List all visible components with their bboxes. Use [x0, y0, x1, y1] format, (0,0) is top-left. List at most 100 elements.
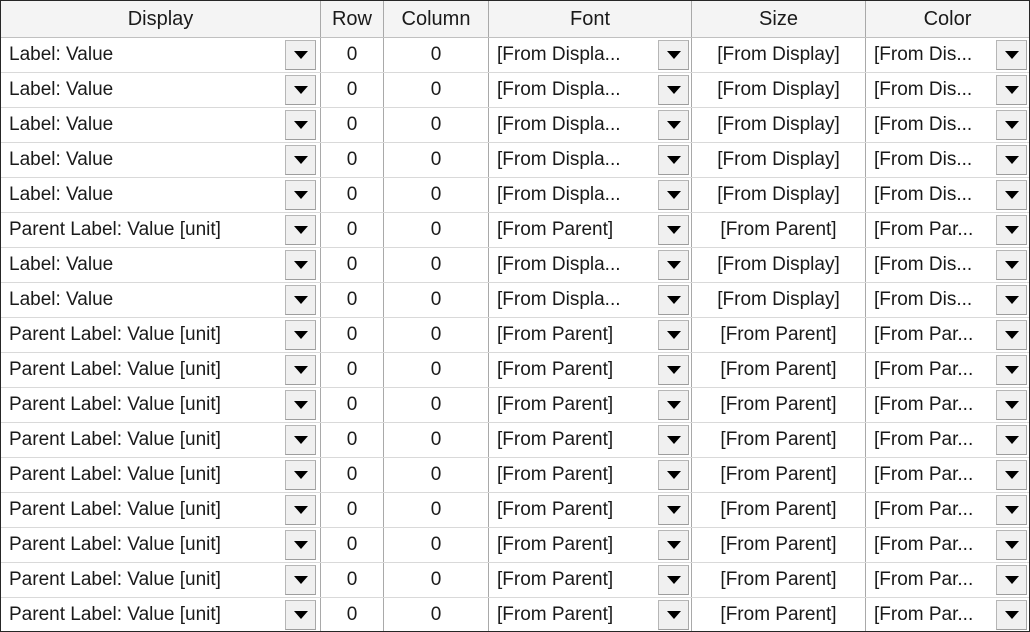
font-combobox[interactable]: [From Displa...	[489, 248, 692, 282]
display-combobox[interactable]: Parent Label: Value [unit]	[1, 353, 321, 387]
display-combobox[interactable]: Label: Value	[1, 248, 321, 282]
display-combobox[interactable]: Parent Label: Value [unit]	[1, 423, 321, 457]
color-combobox[interactable]: [From Dis...	[866, 108, 1029, 142]
dropdown-button[interactable]	[996, 600, 1027, 630]
color-combobox[interactable]: [From Par...	[866, 458, 1029, 492]
size-cell[interactable]: [From Parent]	[692, 493, 866, 527]
row-cell[interactable]: 0	[321, 248, 384, 282]
row-cell[interactable]: 0	[321, 563, 384, 597]
dropdown-button[interactable]	[996, 320, 1027, 350]
row-cell[interactable]: 0	[321, 598, 384, 631]
color-combobox[interactable]: [From Par...	[866, 528, 1029, 562]
font-combobox[interactable]: [From Displa...	[489, 178, 692, 212]
dropdown-button[interactable]	[658, 530, 689, 560]
dropdown-button[interactable]	[658, 250, 689, 280]
dropdown-button[interactable]	[285, 460, 316, 490]
dropdown-button[interactable]	[658, 600, 689, 630]
display-combobox[interactable]: Label: Value	[1, 108, 321, 142]
display-combobox[interactable]: Parent Label: Value [unit]	[1, 458, 321, 492]
size-cell[interactable]: [From Parent]	[692, 598, 866, 631]
dropdown-button[interactable]	[658, 180, 689, 210]
column-cell[interactable]: 0	[384, 458, 489, 492]
row-cell[interactable]: 0	[321, 178, 384, 212]
dropdown-button[interactable]	[285, 565, 316, 595]
column-cell[interactable]: 0	[384, 283, 489, 317]
column-cell[interactable]: 0	[384, 108, 489, 142]
dropdown-button[interactable]	[658, 40, 689, 70]
display-combobox[interactable]: Parent Label: Value [unit]	[1, 213, 321, 247]
dropdown-button[interactable]	[996, 40, 1027, 70]
color-combobox[interactable]: [From Dis...	[866, 38, 1029, 72]
dropdown-button[interactable]	[658, 565, 689, 595]
dropdown-button[interactable]	[285, 390, 316, 420]
color-combobox[interactable]: [From Par...	[866, 213, 1029, 247]
font-combobox[interactable]: [From Parent]	[489, 423, 692, 457]
size-cell[interactable]: [From Display]	[692, 283, 866, 317]
column-cell[interactable]: 0	[384, 563, 489, 597]
row-cell[interactable]: 0	[321, 143, 384, 177]
size-cell[interactable]: [From Parent]	[692, 213, 866, 247]
display-combobox[interactable]: Parent Label: Value [unit]	[1, 598, 321, 631]
size-cell[interactable]: [From Display]	[692, 108, 866, 142]
display-combobox[interactable]: Label: Value	[1, 178, 321, 212]
font-combobox[interactable]: [From Displa...	[489, 73, 692, 107]
column-cell[interactable]: 0	[384, 598, 489, 631]
dropdown-button[interactable]	[658, 75, 689, 105]
font-combobox[interactable]: [From Parent]	[489, 353, 692, 387]
column-cell[interactable]: 0	[384, 388, 489, 422]
dropdown-button[interactable]	[658, 390, 689, 420]
color-combobox[interactable]: [From Par...	[866, 353, 1029, 387]
dropdown-button[interactable]	[996, 145, 1027, 175]
display-combobox[interactable]: Parent Label: Value [unit]	[1, 318, 321, 352]
column-cell[interactable]: 0	[384, 143, 489, 177]
row-cell[interactable]: 0	[321, 458, 384, 492]
dropdown-button[interactable]	[996, 180, 1027, 210]
dropdown-button[interactable]	[285, 530, 316, 560]
row-cell[interactable]: 0	[321, 388, 384, 422]
font-combobox[interactable]: [From Displa...	[489, 108, 692, 142]
size-cell[interactable]: [From Display]	[692, 178, 866, 212]
dropdown-button[interactable]	[658, 460, 689, 490]
dropdown-button[interactable]	[996, 565, 1027, 595]
font-combobox[interactable]: [From Parent]	[489, 458, 692, 492]
row-cell[interactable]: 0	[321, 38, 384, 72]
dropdown-button[interactable]	[285, 145, 316, 175]
size-cell[interactable]: [From Display]	[692, 73, 866, 107]
dropdown-button[interactable]	[658, 215, 689, 245]
color-combobox[interactable]: [From Dis...	[866, 248, 1029, 282]
dropdown-button[interactable]	[996, 250, 1027, 280]
dropdown-button[interactable]	[996, 110, 1027, 140]
color-combobox[interactable]: [From Par...	[866, 563, 1029, 597]
color-combobox[interactable]: [From Dis...	[866, 178, 1029, 212]
dropdown-button[interactable]	[285, 600, 316, 630]
dropdown-button[interactable]	[285, 110, 316, 140]
size-cell[interactable]: [From Display]	[692, 38, 866, 72]
column-cell[interactable]: 0	[384, 493, 489, 527]
row-cell[interactable]: 0	[321, 353, 384, 387]
size-cell[interactable]: [From Parent]	[692, 423, 866, 457]
color-combobox[interactable]: [From Dis...	[866, 143, 1029, 177]
color-combobox[interactable]: [From Par...	[866, 423, 1029, 457]
dropdown-button[interactable]	[996, 285, 1027, 315]
column-cell[interactable]: 0	[384, 353, 489, 387]
display-combobox[interactable]: Parent Label: Value [unit]	[1, 528, 321, 562]
font-combobox[interactable]: [From Parent]	[489, 493, 692, 527]
dropdown-button[interactable]	[658, 425, 689, 455]
font-combobox[interactable]: [From Parent]	[489, 318, 692, 352]
color-combobox[interactable]: [From Par...	[866, 388, 1029, 422]
row-cell[interactable]: 0	[321, 213, 384, 247]
column-cell[interactable]: 0	[384, 318, 489, 352]
dropdown-button[interactable]	[285, 75, 316, 105]
column-cell[interactable]: 0	[384, 423, 489, 457]
dropdown-button[interactable]	[285, 215, 316, 245]
dropdown-button[interactable]	[285, 285, 316, 315]
dropdown-button[interactable]	[285, 355, 316, 385]
column-cell[interactable]: 0	[384, 38, 489, 72]
font-combobox[interactable]: [From Parent]	[489, 563, 692, 597]
dropdown-button[interactable]	[658, 495, 689, 525]
color-combobox[interactable]: [From Par...	[866, 493, 1029, 527]
dropdown-button[interactable]	[996, 355, 1027, 385]
row-cell[interactable]: 0	[321, 318, 384, 352]
font-combobox[interactable]: [From Parent]	[489, 213, 692, 247]
display-combobox[interactable]: Label: Value	[1, 283, 321, 317]
